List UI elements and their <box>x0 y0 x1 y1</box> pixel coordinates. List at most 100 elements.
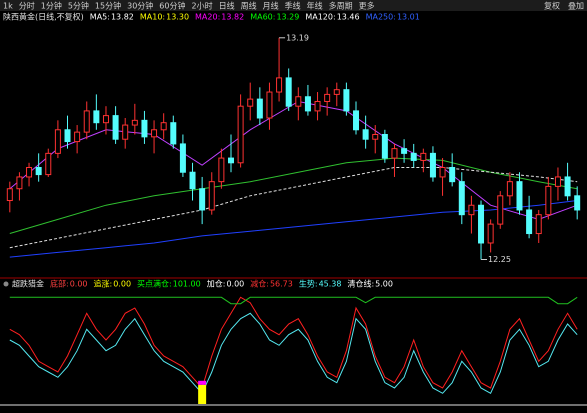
candle-body <box>74 131 81 143</box>
candle-body <box>54 129 61 154</box>
candle-body <box>497 195 504 225</box>
candle-body <box>391 148 398 159</box>
legend-value: 56.73 <box>270 280 293 289</box>
candle-body <box>199 188 206 211</box>
legend-name: 买点满仓: <box>137 279 172 289</box>
toolbar-tab[interactable]: 日线 <box>219 1 235 11</box>
candle-body <box>372 133 379 140</box>
legend-name: MA250: <box>366 13 396 22</box>
candle-body <box>449 167 456 183</box>
candle-body <box>554 176 561 187</box>
candle-body <box>102 115 109 124</box>
panel-icon <box>3 281 9 287</box>
toolbar-tab[interactable]: 2小时 <box>191 1 212 11</box>
candle-body <box>333 89 340 95</box>
toolbar-tab[interactable]: 更多 <box>359 1 375 11</box>
candle-body <box>516 181 523 211</box>
candle-body <box>64 129 71 143</box>
candle-body <box>170 122 177 145</box>
candle-body <box>266 91 273 119</box>
candle-body <box>285 77 292 107</box>
candle-body <box>304 96 311 112</box>
signal-bar <box>198 384 207 404</box>
candle-body <box>131 119 138 126</box>
candle-body <box>276 77 283 93</box>
candle-body <box>83 110 90 133</box>
candle-body <box>179 143 186 173</box>
toolbar-tab[interactable]: 多周期 <box>329 1 353 11</box>
candle-body <box>381 133 388 159</box>
legend-value: 101.00 <box>173 280 201 289</box>
toolbar-tab[interactable]: 季线 <box>285 1 301 11</box>
toolbar-tab[interactable]: 月线 <box>263 1 279 11</box>
toolbar-button[interactable]: 叠加 <box>568 1 584 11</box>
toolbar-tab[interactable]: 60分钟 <box>159 1 185 11</box>
candle-body <box>227 157 234 164</box>
legend-name: 清仓线: <box>347 279 374 289</box>
candle-body <box>35 167 42 176</box>
toolbar-tab[interactable]: 30分钟 <box>127 1 153 11</box>
indicator-line <box>9 157 578 234</box>
low-label: 12.25 <box>488 255 511 264</box>
candle-body <box>478 204 485 244</box>
legend-value: 13.82 <box>111 13 134 22</box>
candle-body <box>189 171 196 190</box>
candle-body <box>353 110 360 131</box>
legend-name: 加仓: <box>207 279 226 289</box>
candle-body <box>112 115 119 140</box>
candle-body <box>324 93 331 102</box>
candle-body <box>401 148 408 154</box>
legend-name: MA20: <box>195 13 220 22</box>
candle-body <box>506 181 513 197</box>
panel-title: 超跌猎金 <box>12 279 44 289</box>
toolbar-tab[interactable]: 1分钟 <box>41 1 62 11</box>
legend-name: MA5: <box>90 13 110 22</box>
candle-body <box>439 167 446 178</box>
candle-body <box>545 185 552 216</box>
legend-value: 13.46 <box>337 13 360 22</box>
legend-value: 0.00 <box>226 280 244 289</box>
indicator-line <box>9 200 578 258</box>
candle-body <box>218 157 225 183</box>
legend-value: 0.00 <box>113 280 131 289</box>
candle-body <box>122 124 129 140</box>
candle-body <box>314 100 321 112</box>
candle-body <box>526 209 533 235</box>
candle-body <box>535 214 542 235</box>
legend-name: 生势: <box>299 279 318 289</box>
toolbar-tab[interactable]: 15分钟 <box>95 1 121 11</box>
toolbar-tab[interactable]: 分时 <box>19 1 35 11</box>
candle-body <box>343 89 350 112</box>
high-label: 13.19 <box>286 33 309 42</box>
signal-cap <box>198 380 207 385</box>
candle-body <box>458 181 465 216</box>
candle-body <box>93 110 100 124</box>
indicator-line <box>9 312 578 395</box>
candle-body <box>45 152 52 176</box>
legend-value: 45.38 <box>319 280 342 289</box>
legend-name: 底部: <box>50 279 69 289</box>
candle-body <box>208 181 215 211</box>
legend-value: 13.29 <box>276 13 299 22</box>
legend-value: 13.30 <box>166 13 189 22</box>
legend-name: MA10: <box>140 13 165 22</box>
candle-body <box>468 204 475 216</box>
candle-body <box>420 152 427 161</box>
toolbar-tab[interactable]: 年线 <box>307 1 323 11</box>
toolbar-tab[interactable]: 5分钟 <box>68 1 89 11</box>
candle-body <box>141 119 148 138</box>
candle-body <box>574 195 581 211</box>
candle-body <box>564 176 571 197</box>
toolbar-tab[interactable]: 1k <box>3 2 13 11</box>
candle-body <box>6 188 13 202</box>
candle-body <box>151 129 158 138</box>
toolbar-button[interactable]: 复权 <box>544 1 560 11</box>
candle-body <box>362 129 369 140</box>
candle-body <box>160 122 167 131</box>
candle-body <box>487 223 494 244</box>
legend-value: 13.01 <box>397 13 420 22</box>
toolbar-tab[interactable]: 周线 <box>241 1 257 11</box>
indicator-line <box>9 296 578 389</box>
indicator-line <box>9 167 578 249</box>
